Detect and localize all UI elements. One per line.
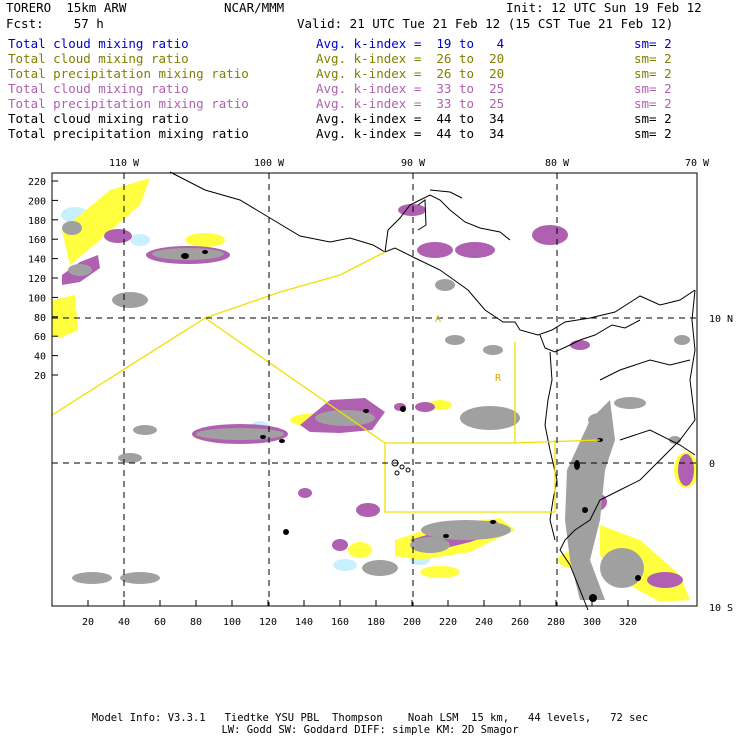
legend-field: Total cloud mixing ratio (8, 111, 189, 126)
x-tick-label: 20 (82, 617, 94, 628)
legend-kindex: Avg. k-index = 44 to 34 (316, 111, 505, 126)
x-tick-label: 320 (619, 617, 637, 628)
legend-smooth: sm= 2 (634, 51, 672, 66)
x-tick-label: 180 (367, 617, 385, 628)
y-tick-label: 140 (28, 255, 46, 266)
lat-label: 10 N (709, 314, 733, 325)
legend-row: Total precipitation mixing ratio Avg. k-… (8, 126, 672, 141)
legend-smooth: sm= 2 (634, 111, 672, 126)
legend-field: Total precipitation mixing ratio (8, 126, 249, 141)
y-tick-label: 80 (34, 313, 46, 324)
lon-label: 100 W (254, 158, 285, 169)
x-tick-label: 120 (259, 617, 277, 628)
lon-label: 90 W (401, 158, 426, 169)
forecast-hour: Fcst: 57 h (6, 16, 104, 31)
x-tick-label: 160 (331, 617, 349, 628)
y-tick-label: 20 (34, 371, 46, 382)
run-name: TORERO 15km ARW (6, 0, 127, 15)
legend-kindex: Avg. k-index = 26 to 20 (316, 51, 505, 66)
legend-smooth: sm= 2 (634, 66, 672, 81)
legend-field: Total cloud mixing ratio (8, 36, 189, 51)
model-info-line1: Model Info: V3.3.1 Tiedtke YSU PBL Thomp… (91, 712, 649, 724)
y-tick-label: 40 (34, 352, 46, 363)
y-tick-label: 60 (34, 332, 46, 343)
legend-field: Total precipitation mixing ratio (8, 96, 249, 111)
x-tick-label: 100 (223, 617, 241, 628)
y-tick-label: 200 (28, 196, 46, 207)
x-tick-label: 220 (439, 617, 457, 628)
legend-row: Total cloud mixing ratio Avg. k-index = … (8, 51, 672, 66)
lon-label: 110 W (109, 158, 140, 169)
latlon-grid (52, 173, 697, 606)
legend-row: Total cloud mixing ratio Avg. k-index = … (8, 81, 672, 96)
x-tick-label: 80 (190, 617, 202, 628)
lat-label: 10 S (709, 603, 733, 614)
x-tick-label: 240 (475, 617, 493, 628)
latitude-labels: 10 N 0 10 S (709, 314, 733, 614)
longitude-labels: 110 W 100 W 90 W 80 W 70 W (109, 158, 710, 169)
y-grid-index-labels: 220 200 180 160 140 120 100 80 60 40 20 (28, 177, 46, 382)
x-tick-label: 260 (511, 617, 529, 628)
legend-row: Total cloud mixing ratio Avg. k-index = … (8, 111, 672, 126)
map-frame (51, 172, 698, 607)
x-grid-index-labels: 20 40 60 80 100 120 140 160 180 200 220 240 260 280 30… (82, 617, 637, 628)
y-tick-label: 120 (28, 274, 46, 285)
x-tick-label: 40 (118, 617, 130, 628)
init-time: Init: 12 UTC Sun 19 Feb 12 (506, 0, 702, 15)
point-label: A (435, 314, 441, 325)
legend-field: Total cloud mixing ratio (8, 81, 189, 96)
legend-row: Total cloud mixing ratio Avg. k-index = … (8, 36, 672, 51)
legend-kindex: Avg. k-index = 33 to 25 (316, 96, 505, 111)
legend-row: Total precipitation mixing ratio Avg. k-… (8, 96, 672, 111)
legend-row: Total precipitation mixing ratio Avg. k-… (8, 66, 672, 81)
cloud-shading (52, 178, 698, 602)
legend-smooth: sm= 2 (634, 96, 672, 111)
legend-smooth: sm= 2 (634, 36, 672, 51)
y-tick-label: 220 (28, 177, 46, 188)
legend-field: Total precipitation mixing ratio (8, 66, 249, 81)
legend-kindex: Avg. k-index = 44 to 34 (316, 126, 505, 141)
lon-label: 70 W (685, 158, 710, 169)
flight-track (51, 251, 601, 513)
point-label: R (495, 373, 502, 384)
x-tick-label: 300 (583, 617, 601, 628)
legend-smooth: sm= 2 (634, 81, 672, 96)
legend-kindex: Avg. k-index = 26 to 20 (316, 66, 505, 81)
legend-field: Total cloud mixing ratio (8, 51, 189, 66)
legend-smooth: sm= 2 (634, 126, 672, 141)
coastline (169, 171, 696, 611)
axis-tick-marks (52, 180, 629, 606)
x-tick-label: 60 (154, 617, 166, 628)
y-tick-label: 100 (28, 293, 46, 304)
x-tick-label: 280 (547, 617, 565, 628)
valid-time: Valid: 21 UTC Tue 21 Feb 12 (15 CST Tue … (297, 16, 674, 31)
x-tick-label: 140 (295, 617, 313, 628)
lon-label: 80 W (545, 158, 570, 169)
model-info-line2: LW: Godd SW: Goddard DIFF: simple KM: 2D… (221, 724, 519, 736)
y-tick-label: 160 (28, 235, 46, 246)
y-tick-label: 180 (28, 216, 46, 227)
x-tick-label: 200 (403, 617, 421, 628)
galapagos-islands (391, 459, 411, 476)
lat-label: 0 (709, 459, 715, 470)
center-name: NCAR/MMM (224, 0, 285, 15)
legend-kindex: Avg. k-index = 33 to 25 (316, 81, 505, 96)
legend-kindex: Avg. k-index = 19 to 4 (316, 36, 505, 51)
